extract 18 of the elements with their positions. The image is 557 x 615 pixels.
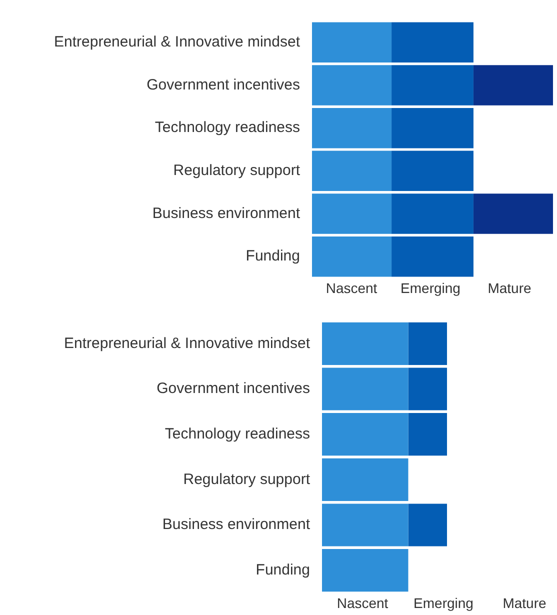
y-tick-label: Entrepreneurial & Innovative mindset [54, 34, 301, 51]
y-tick-label: Business environment [162, 516, 311, 534]
text: Mature [488, 280, 532, 296]
text: Emerging [414, 594, 474, 611]
y-tick-label: Government incentives [146, 76, 300, 94]
text: Emerging [400, 280, 460, 296]
y-tick-label: Technology readiness [154, 119, 300, 136]
y-tick-label: Regulatory support [183, 470, 311, 488]
y-tick-label: Business environment [152, 204, 301, 222]
text: Nascent [336, 594, 388, 611]
y-tick-label: Funding [246, 248, 300, 265]
y-tick-label: Funding [256, 561, 310, 578]
y-tick-label: Government incentives [156, 380, 310, 398]
text: Mature [502, 594, 546, 611]
y-tick-label: Technology readiness [164, 425, 310, 442]
text: Nascent [326, 280, 378, 296]
y-tick-label: Entrepreneurial & Innovative mindset [64, 334, 311, 352]
y-tick-label: Regulatory support [173, 162, 301, 180]
